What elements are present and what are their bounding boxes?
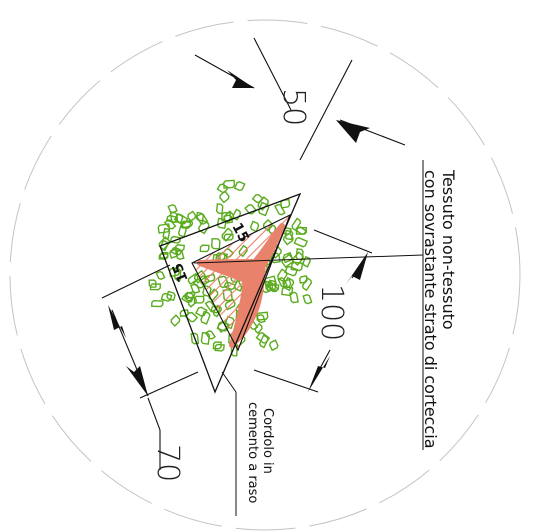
shrub-leaf <box>251 194 264 203</box>
shrub-leaf <box>190 332 200 345</box>
shrub-leaf <box>257 201 270 217</box>
shrub-leaf <box>233 181 246 192</box>
mulch-note-line2: con sovrastante strato di corteccia <box>421 170 440 449</box>
shrub-leaf <box>254 322 263 335</box>
shrub-leaf <box>215 203 224 215</box>
dimension-label-side-b: 15 <box>170 260 192 284</box>
shrub-leaf <box>194 306 208 317</box>
shrub-leaf <box>223 214 234 224</box>
dimension-label-left: 70 <box>150 444 185 482</box>
shrub-leaf <box>190 283 201 294</box>
arrow-left-top <box>108 305 126 338</box>
shrub-leaf <box>265 282 279 293</box>
shrub-leaf <box>170 314 181 327</box>
shrub-leaf <box>219 190 230 204</box>
shrub-leaf <box>167 203 178 214</box>
shrub-leaf <box>281 253 294 269</box>
shrub-leaf <box>293 236 309 248</box>
mulch-note-line1: Tessuto non-tessuto <box>439 169 458 330</box>
shrub-leaf <box>289 291 299 304</box>
shrub-leaf <box>163 219 177 230</box>
shrub-leaf <box>276 268 288 283</box>
shrub-leaf <box>214 343 225 352</box>
shrub-leaf <box>282 278 292 289</box>
shrub-leaf <box>223 233 234 241</box>
shrub-leaf <box>257 196 269 211</box>
shrub-leaf <box>244 204 258 215</box>
arrow-top-right <box>336 120 370 143</box>
shrub-leaf <box>158 253 169 260</box>
canopy-outline-circle <box>9 19 521 531</box>
shrub-leaf <box>268 339 279 352</box>
shrub-leaf <box>157 223 171 234</box>
shrub-leaf <box>149 283 162 291</box>
shrub-leaf <box>204 300 217 312</box>
shrub-leaf <box>284 265 299 277</box>
shrub-leaf <box>155 270 166 280</box>
shrub-leaf <box>177 225 187 238</box>
shrub-leaf <box>302 255 312 268</box>
shrub-leaf <box>223 179 236 189</box>
shrub-leaf <box>193 295 205 304</box>
tree-trunk-root <box>197 223 285 348</box>
shrub-leaf <box>166 290 176 302</box>
shrub-leaf <box>284 229 294 241</box>
dimension-label-right: 100 <box>314 284 349 341</box>
shrub-leaf <box>216 183 229 194</box>
shrub-leaf <box>302 293 313 305</box>
shrub-leaf <box>256 311 269 321</box>
shrub-leaf <box>187 272 199 286</box>
shrub-leaf <box>160 292 173 302</box>
curb-note-leader <box>221 371 237 516</box>
arrow-left-bottom <box>126 366 148 396</box>
shrub-leaf <box>282 251 293 264</box>
shrub-leaf <box>301 277 313 292</box>
shrub-leaf <box>174 268 182 281</box>
curb-triangle <box>159 192 302 394</box>
shrub-leaf <box>292 251 304 266</box>
shrub-leaf <box>174 213 184 225</box>
shrub-leaf <box>200 310 211 325</box>
arrow-top-left <box>227 70 254 88</box>
shrub-leaf <box>200 331 211 345</box>
shrub-leaf <box>277 277 288 288</box>
shrub-leaf <box>255 332 271 344</box>
shrub-leaf <box>199 244 210 253</box>
shrub-leaf <box>187 210 197 222</box>
shrub-leaf <box>174 244 185 252</box>
shrub-leaf <box>183 290 196 300</box>
shrub-leaf <box>299 275 308 284</box>
shrub-leaf <box>175 250 185 260</box>
shrub-leaf <box>212 341 222 350</box>
shrub-leaf <box>195 211 205 222</box>
shrub-leaf <box>197 219 210 235</box>
shrub-leaf <box>291 217 302 232</box>
shrub-leaf <box>282 232 294 246</box>
shrub-leaf <box>151 299 164 308</box>
shrub-leaf <box>148 279 157 288</box>
arrow-right-top <box>346 252 368 284</box>
shrub-leaf <box>290 261 304 272</box>
shrub-leaf <box>162 227 171 240</box>
shrub-leaf <box>295 248 304 261</box>
shrub-leaf <box>274 203 286 216</box>
shrub-leaf <box>180 294 194 304</box>
shrub-leaf <box>170 246 183 256</box>
shrub-leaf <box>295 227 307 235</box>
dimension-label-top: 50 <box>276 88 311 126</box>
inner-curb-triangle <box>191 213 292 352</box>
curb-note-line1: Cordolo in <box>260 408 275 474</box>
arrow-right-bottom <box>308 356 330 392</box>
shrub-leaf <box>256 313 266 324</box>
shrub-leaf <box>211 237 221 250</box>
curb-note-line2: cemento a raso <box>245 402 260 503</box>
shrub-leaf <box>249 220 260 233</box>
shrub-leaf <box>204 330 217 340</box>
mulch-note-leader <box>193 160 424 450</box>
shrub-leaf <box>280 198 291 209</box>
